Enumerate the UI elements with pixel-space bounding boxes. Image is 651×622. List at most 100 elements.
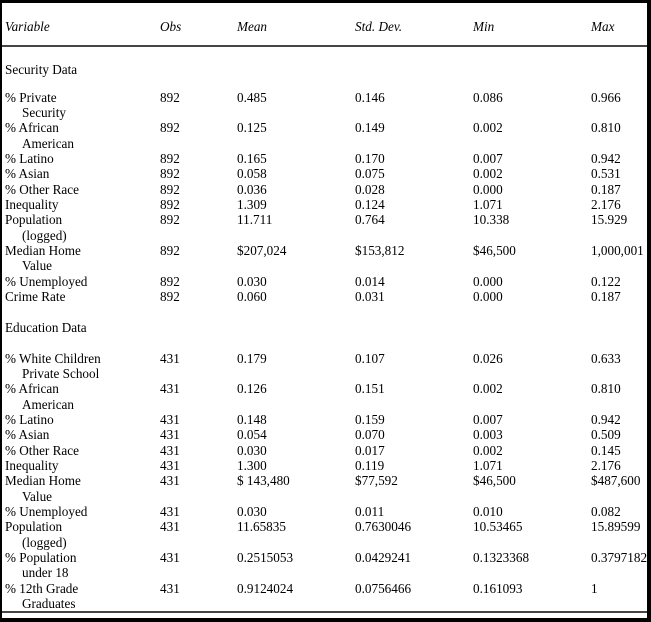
cell-variable: Median Home Value xyxy=(2,473,158,504)
variable-wrap-line: Value xyxy=(22,258,53,274)
cell-mean: $ 143,480 xyxy=(237,473,290,489)
variable-wrap-line: (logged) xyxy=(22,227,67,243)
table-header-row: Variable Obs Mean Std. Dev. Min Max xyxy=(2,3,647,34)
cell-std-dev: 0.011 xyxy=(355,503,385,519)
cell-variable: % Unemployed xyxy=(2,504,158,519)
cell-obs: 892 xyxy=(160,120,180,136)
cell-mean: 0.058 xyxy=(237,166,267,182)
variable-label: % 12th Grade xyxy=(5,580,79,596)
cell-std-dev: 0.031 xyxy=(355,289,385,305)
cell-obs: 892 xyxy=(160,166,180,182)
cell-mean: 0.2515053 xyxy=(237,550,294,565)
table-row: % Asian 892 0.058 0.075 0.002 0.531 xyxy=(2,166,647,181)
cell-std-dev: 0.028 xyxy=(355,181,385,197)
cell-obs: 892 xyxy=(160,89,180,105)
cell-max: 0.187 xyxy=(591,181,621,197)
table-row: % African American 431 0.126 0.151 0.002 0.810 xyxy=(2,381,647,412)
cell-mean: 0.036 xyxy=(237,181,267,197)
cell-variable: % Population under 18 xyxy=(2,550,158,581)
table-row: % Private Security 892 0.485 0.146 0.086 0.966 xyxy=(2,90,647,121)
variable-wrap-line: under 18 xyxy=(22,565,69,581)
cell-std-dev: 0.075 xyxy=(355,166,385,182)
cell-obs: 892 xyxy=(160,243,180,259)
variable-label: Crime Rate xyxy=(5,289,66,305)
cell-min: 0.026 xyxy=(473,350,503,366)
section-gap xyxy=(2,335,647,350)
variable-label: Inequality xyxy=(5,457,59,473)
cell-variable: % Other Race xyxy=(2,182,158,197)
column-header-obs: Obs xyxy=(160,19,182,34)
cell-mean: 1.300 xyxy=(237,457,267,473)
cell-mean: 11.65835 xyxy=(237,519,286,535)
cell-variable: % Asian xyxy=(2,427,158,442)
cell-obs: 431 xyxy=(160,503,180,519)
cell-variable: % Latino xyxy=(2,151,158,166)
cell-std-dev: 0.146 xyxy=(355,89,385,105)
table-row: % Other Race 892 0.036 0.028 0.000 0.187 xyxy=(2,182,647,197)
cell-min: 0.002 xyxy=(473,120,503,136)
cell-min: $46,500 xyxy=(473,473,516,489)
cell-max: 0.633 xyxy=(591,350,621,366)
cell-variable: Population (logged) xyxy=(2,212,158,243)
cell-std-dev: 0.119 xyxy=(355,457,385,473)
cell-variable: % 12th Grade Graduates xyxy=(2,581,158,612)
cell-std-dev: $77,592 xyxy=(355,473,398,489)
variable-label: Population xyxy=(5,519,63,535)
cell-variable: % Private Security xyxy=(2,90,158,121)
cell-min: 10.53465 xyxy=(473,519,523,535)
cell-max: 0.187 xyxy=(591,289,621,305)
cell-min: 0.000 xyxy=(473,273,503,289)
table-row: Median Home Value 892 $207,024 $153,812 $46,5… xyxy=(2,243,647,274)
cell-max: 0.531 xyxy=(591,166,621,182)
variable-label: % Other Race xyxy=(5,181,79,197)
cell-min: 0.003 xyxy=(473,427,503,443)
table-row: % Latino 431 0.148 0.159 0.007 0.942 xyxy=(2,412,647,427)
table-row: Inequality 892 1.309 0.124 1.071 2.176 xyxy=(2,197,647,212)
variable-wrap-line: Graduates xyxy=(22,596,76,612)
cell-std-dev: 0.7630046 xyxy=(355,519,412,535)
section-title: Security Data xyxy=(5,62,78,78)
variable-label: % Asian xyxy=(5,427,50,443)
cell-obs: 892 xyxy=(160,197,180,213)
cell-std-dev: 0.070 xyxy=(355,427,385,443)
variable-label: % Unemployed xyxy=(5,273,88,289)
cell-mean: 0.060 xyxy=(237,289,267,305)
variable-label: Median Home xyxy=(5,473,81,489)
cell-mean: 0.165 xyxy=(237,151,267,167)
cell-max: 15.929 xyxy=(591,212,628,228)
cell-obs: 431 xyxy=(160,411,180,427)
cell-min: 0.010 xyxy=(473,503,503,519)
cell-min: 0.002 xyxy=(473,381,503,397)
cell-std-dev: 0.124 xyxy=(355,197,385,213)
cell-max: 0.810 xyxy=(591,381,621,397)
table-row: % Unemployed 892 0.030 0.014 0.000 0.122 xyxy=(2,274,647,289)
cell-max: 0.145 xyxy=(591,442,621,458)
cell-mean: 0.126 xyxy=(237,381,267,397)
cell-min: $46,500 xyxy=(473,243,516,259)
section-gap xyxy=(2,305,647,320)
table-row: Inequality 431 1.300 0.119 1.071 2.176 xyxy=(2,458,647,473)
cell-max: 0.082 xyxy=(591,503,621,519)
cell-max: $487,600 xyxy=(591,473,641,489)
column-header-variable: Variable xyxy=(5,19,50,34)
table-row: Crime Rate 892 0.060 0.031 0.000 0.187 xyxy=(2,289,647,304)
variable-label: % White Children xyxy=(5,350,101,366)
cell-obs: 431 xyxy=(160,580,180,596)
cell-max: 1,000,001 xyxy=(591,243,644,259)
cell-std-dev: 0.0756466 xyxy=(355,580,412,596)
cell-max: 0.810 xyxy=(591,120,621,136)
table-row: Population (logged) 431 11.65835 0.7630046 10… xyxy=(2,519,647,550)
cell-min: 0.002 xyxy=(473,166,503,182)
variable-label: % African xyxy=(5,381,59,397)
cell-mean: 0.030 xyxy=(237,503,267,519)
cell-variable: % White Children Private School xyxy=(2,351,158,382)
cell-max: 0.942 xyxy=(591,151,621,167)
table-row: % Asian 431 0.054 0.070 0.003 0.509 xyxy=(2,427,647,442)
variable-label: Inequality xyxy=(5,197,59,213)
cell-mean: 0.030 xyxy=(237,442,267,458)
cell-variable: % African American xyxy=(2,381,158,412)
cell-std-dev: 0.159 xyxy=(355,411,385,427)
cell-std-dev: 0.014 xyxy=(355,273,385,289)
cell-mean: 0.9124024 xyxy=(237,580,294,596)
